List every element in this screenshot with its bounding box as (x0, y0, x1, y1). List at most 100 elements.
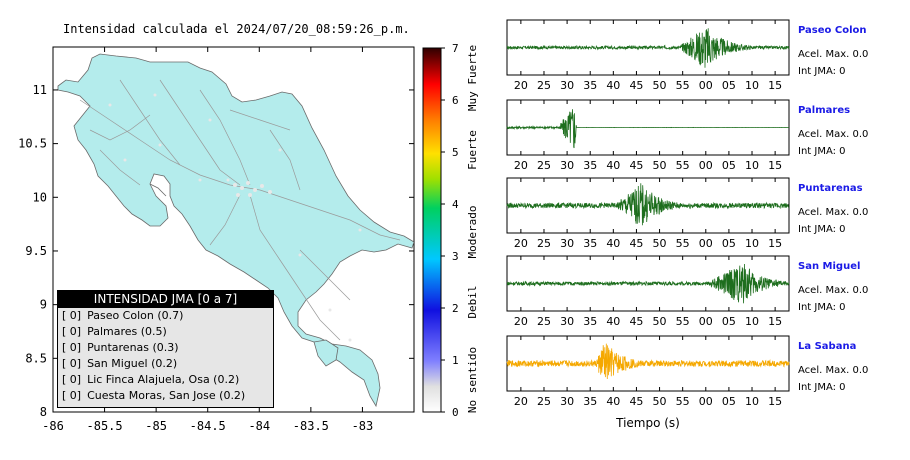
waveform-trace (506, 263, 790, 304)
waveform-tick-label: 20 (514, 315, 528, 328)
waveform-tick-label: 30 (560, 237, 574, 250)
waveform-tick-label: 50 (653, 79, 667, 92)
waveform-tick-label: 00 (699, 237, 713, 250)
waveform-panel: 20 25 30 35 40 45 50 55 00 05 10 15 Palmares Acel. Ma… (506, 99, 868, 172)
waveform-tick-label: 15 (768, 237, 782, 250)
station-accel: Acel. Max. 0.0 (798, 365, 868, 376)
legend-label: Cuesta Moras, San Jose (0.2) (87, 389, 246, 402)
waveform-tick-label: 55 (676, 159, 690, 172)
waveform-tick-label: 45 (629, 315, 643, 328)
waveform-trace (506, 343, 790, 380)
waveform-tick-label: 50 (653, 315, 667, 328)
waveform-tick-label: 50 (653, 237, 667, 250)
legend-level: [ 0] (62, 325, 82, 338)
scale-tick-label: 4 (452, 198, 459, 211)
x-tick-label: -83.5 (293, 419, 329, 433)
legend-row: [ 0] Puntarenas (0.3) (58, 340, 273, 356)
station-intensity: Int JMA: 0 (798, 224, 846, 235)
waveform-tick-label: 50 (653, 395, 667, 408)
waveform-tick-label: 40 (606, 315, 620, 328)
station-name: San Miguel (798, 261, 860, 272)
waveform-tick-label: 05 (722, 315, 736, 328)
y-tick-label: 9 (40, 298, 47, 312)
waveform-tick-label: 55 (676, 315, 690, 328)
intensity-colorbar (422, 47, 442, 413)
x-tick-label: -84.5 (190, 419, 226, 433)
waveform-tick-label: 15 (768, 315, 782, 328)
waveform-tick-label: 45 (629, 237, 643, 250)
y-tick-label: 11 (33, 83, 47, 97)
scale-category-label: Muy Fuerte (466, 45, 479, 111)
scale-tick-label: 5 (452, 146, 459, 159)
nicoya-gulf-coast (149, 183, 167, 197)
waveform-tick-label: 55 (676, 79, 690, 92)
waveform-tick-label: 30 (560, 395, 574, 408)
legend-level: [ 0] (62, 309, 82, 322)
waveform-tick-label: 05 (722, 395, 736, 408)
waveform-tick-label: 05 (722, 159, 736, 172)
waveform-x-axis-label: Tiempo (s) (615, 416, 680, 430)
x-tick-label: -85 (145, 419, 167, 433)
waveform-tick-label: 25 (537, 237, 551, 250)
waveform-trace (506, 109, 789, 149)
legend-level: [ 0] (62, 373, 82, 386)
waveform-tick-label: 25 (537, 159, 551, 172)
intensity-scale: 0 1 2 3 4 5 6 7 No sentido Debil Moderado Fuerte Muy… (422, 42, 479, 419)
station-name: La Sabana (798, 341, 856, 352)
station-name: Palmares (798, 105, 850, 116)
waveform-tick-label: 05 (722, 237, 736, 250)
y-tick-label: 8.5 (25, 351, 47, 365)
scale-tick-label: 6 (452, 94, 459, 107)
waveform-tick-label: 35 (583, 315, 597, 328)
waveform-panel: 20 25 30 35 40 45 50 55 00 05 10 15 San Miguel Acel. … (506, 255, 868, 328)
legend-label: Lic Finca Alajuela, Osa (0.2) (87, 373, 240, 386)
scale-tick-label: 0 (452, 406, 459, 419)
intensity-legend: INTENSIDAD JMA [0 a 7] [ 0] Paseo Colon (… (57, 290, 274, 408)
y-tick-label: 9.5 (25, 244, 47, 258)
waveform-tick-label: 50 (653, 159, 667, 172)
map-axes: -86 -85.5 -85 -84.5 -84 -83.5 -83 8 8.5 9 9.5 10 10.… (18, 47, 414, 433)
waveform-tick-label: 00 (699, 315, 713, 328)
scale-category-label: No sentido (466, 347, 479, 413)
waveform-tick-label: 10 (745, 237, 759, 250)
legend-row: [ 0] Cuesta Moras, San Jose (0.2) (58, 388, 273, 404)
scale-tick-label: 3 (452, 250, 459, 263)
scale-category-label: Moderado (466, 206, 479, 259)
station-name: Puntarenas (798, 183, 863, 194)
waveform-tick-label: 45 (629, 395, 643, 408)
waveform-trace (506, 183, 790, 226)
waveform-tick-label: 45 (629, 159, 643, 172)
waveform-tick-label: 10 (745, 315, 759, 328)
waveform-panel: 20 25 30 35 40 45 50 55 00 05 10 15 Paseo Colon Acel.… (506, 19, 868, 92)
legend-label: Puntarenas (0.3) (87, 341, 179, 354)
waveform-tick-label: 05 (722, 79, 736, 92)
station-intensity: Int JMA: 0 (798, 302, 846, 313)
waveform-panels: 20 25 30 35 40 45 50 55 00 05 10 15 Paseo Colon Acel.… (506, 19, 868, 430)
y-tick-label: 10.5 (18, 137, 47, 151)
waveform-panel: 20 25 30 35 40 45 50 55 00 05 10 15 La Sabana Acel. M… (506, 335, 868, 408)
waveform-tick-label: 30 (560, 79, 574, 92)
waveform-tick-label: 10 (745, 159, 759, 172)
scale-category-label: Fuerte (466, 130, 479, 170)
osa-peninsula (313, 339, 339, 367)
legend-label: Paseo Colon (0.7) (87, 309, 184, 322)
waveform-tick-label: 00 (699, 395, 713, 408)
waveform-tick-label: 15 (768, 395, 782, 408)
map-title: Intensidad calculada el 2024/07/20_08:59… (63, 22, 410, 36)
waveform-trace (506, 28, 790, 68)
waveform-tick-label: 15 (768, 159, 782, 172)
legend-row: [ 0] Palmares (0.5) (58, 324, 273, 340)
x-tick-label: -83 (352, 419, 374, 433)
waveform-tick-label: 45 (629, 79, 643, 92)
station-accel: Acel. Max. 0.0 (798, 129, 868, 140)
waveform-tick-label: 40 (606, 237, 620, 250)
waveform-tick-label: 00 (699, 79, 713, 92)
scale-tick-label: 2 (452, 302, 459, 315)
station-intensity: Int JMA: 0 (798, 146, 846, 157)
waveform-tick-label: 40 (606, 159, 620, 172)
waveform-tick-label: 55 (676, 237, 690, 250)
waveform-tick-label: 10 (745, 79, 759, 92)
scale-tick-label: 7 (452, 42, 459, 55)
y-tick-label: 10 (33, 190, 47, 204)
